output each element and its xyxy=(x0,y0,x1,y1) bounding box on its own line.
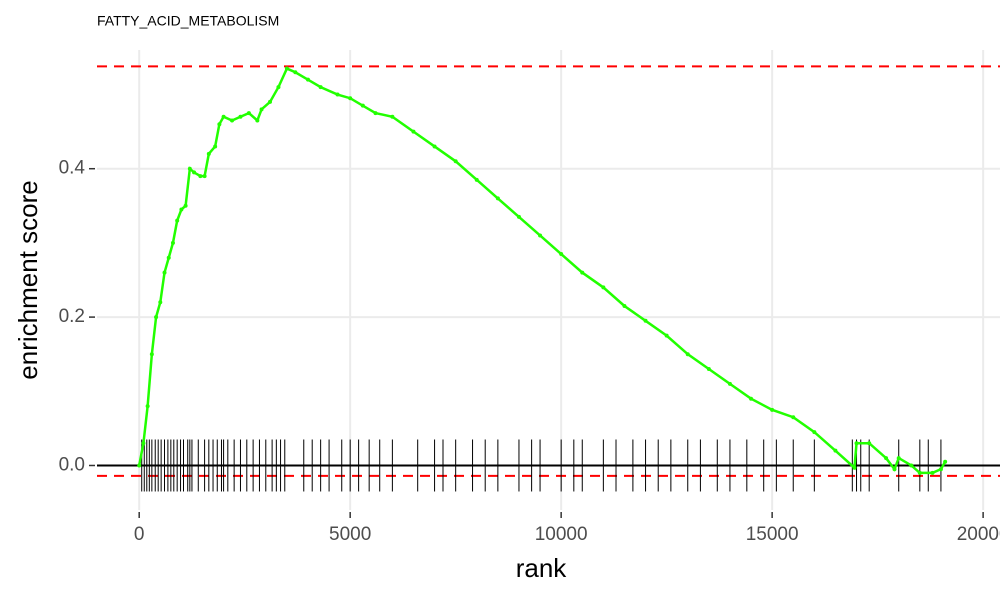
es-point xyxy=(516,214,521,219)
es-point xyxy=(852,465,857,470)
y-axis-label: enrichment score xyxy=(13,180,43,379)
es-point xyxy=(149,352,154,357)
es-point xyxy=(373,111,378,116)
es-point xyxy=(318,85,323,90)
x-tick-label: 20000 xyxy=(957,524,1000,545)
es-point xyxy=(348,96,353,101)
es-point xyxy=(284,66,289,71)
es-point xyxy=(390,114,395,119)
es-point xyxy=(685,352,690,357)
chart-title: FATTY_ACID_METABOLISM xyxy=(97,13,279,29)
es-point xyxy=(495,196,500,201)
es-point xyxy=(867,441,872,446)
es-point xyxy=(221,114,226,119)
es-point xyxy=(259,107,264,112)
es-point xyxy=(202,174,207,179)
es-point xyxy=(162,270,167,275)
es-point xyxy=(884,456,889,461)
es-point xyxy=(791,415,796,420)
es-point xyxy=(727,381,732,386)
es-point xyxy=(930,470,935,475)
es-point xyxy=(276,85,281,90)
es-point xyxy=(580,270,585,275)
x-tick-label: 10000 xyxy=(535,524,588,545)
es-point xyxy=(335,92,340,97)
x-tick-label: 5000 xyxy=(329,524,371,545)
es-point xyxy=(749,396,754,401)
es-point xyxy=(217,122,222,127)
es-point xyxy=(601,285,606,290)
es-point xyxy=(622,303,627,308)
y-tick-label: 0.0 xyxy=(59,454,85,475)
es-point xyxy=(154,315,159,320)
es-point xyxy=(268,99,273,104)
es-point xyxy=(360,103,365,108)
es-point xyxy=(187,166,192,171)
es-point xyxy=(145,404,150,409)
x-tick-label: 15000 xyxy=(746,524,799,545)
es-point xyxy=(917,470,922,475)
es-point xyxy=(812,430,817,435)
es-point xyxy=(255,118,260,123)
es-point xyxy=(246,111,251,116)
es-point xyxy=(453,159,458,164)
es-point xyxy=(892,467,897,472)
es-point xyxy=(206,151,211,156)
y-tick-label: 0.4 xyxy=(59,158,86,179)
es-point xyxy=(411,129,416,134)
es-point xyxy=(943,459,948,464)
es-point xyxy=(706,367,711,372)
es-point xyxy=(559,252,564,257)
es-point xyxy=(192,170,197,175)
es-point xyxy=(230,118,235,123)
es-point xyxy=(179,207,184,212)
es-point xyxy=(170,240,175,245)
es-point xyxy=(175,218,180,223)
es-point xyxy=(432,144,437,149)
es-point xyxy=(213,144,218,149)
es-point xyxy=(166,255,171,260)
es-point xyxy=(909,463,914,468)
x-tick-label: 0 xyxy=(134,524,145,545)
es-point xyxy=(198,174,203,179)
es-point xyxy=(538,233,543,238)
es-point xyxy=(305,77,310,82)
y-tick-label: 0.2 xyxy=(59,306,85,327)
es-point xyxy=(183,203,188,208)
es-point xyxy=(643,318,648,323)
es-point xyxy=(158,300,163,305)
es-point xyxy=(238,114,243,119)
es-point xyxy=(896,456,901,461)
es-point xyxy=(141,441,146,446)
es-point xyxy=(474,177,479,182)
es-point xyxy=(137,463,142,468)
es-point xyxy=(854,441,859,446)
es-point xyxy=(833,448,838,453)
es-curve xyxy=(137,66,947,475)
es-point xyxy=(770,407,775,412)
es-point xyxy=(938,467,943,472)
es-point xyxy=(664,333,669,338)
es-point xyxy=(293,70,298,75)
x-axis-label: rank xyxy=(516,553,568,583)
